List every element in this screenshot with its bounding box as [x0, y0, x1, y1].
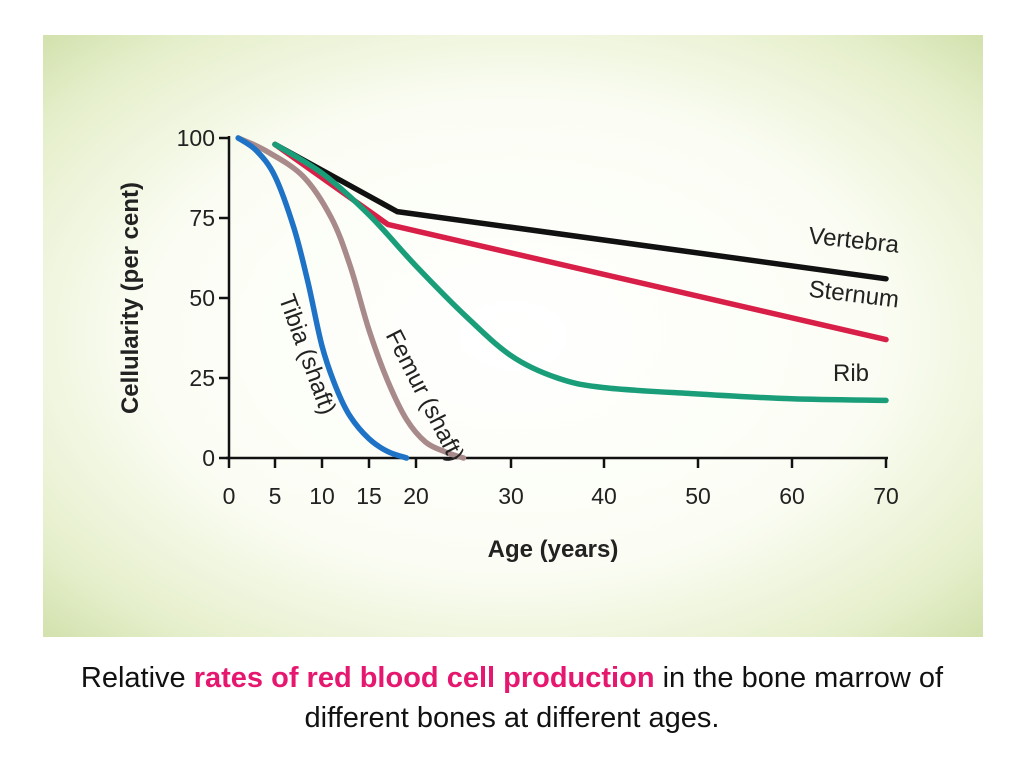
x-tick-label: 5 [269, 483, 282, 509]
x-tick-label: 20 [403, 483, 429, 509]
series-label-rib: Rib [833, 360, 869, 387]
figure-caption: Relative rates of red blood cell product… [40, 658, 984, 738]
y-axis-title: Cellularity (per cent) [117, 182, 144, 414]
chart-panel: 0 25 50 75 100 0 5 10 15 20 30 40 50 60 70 Age (years) C… [43, 35, 983, 637]
series-label-vertebra: Vertebra [807, 222, 901, 258]
x-tick-label: 10 [309, 483, 335, 509]
y-tick-label: 75 [189, 205, 215, 231]
y-tick-label: 25 [189, 365, 215, 391]
series-line-tibia-shaft [235, 135, 410, 461]
x-tick-label: 50 [685, 483, 711, 509]
x-tick-label: 0 [223, 483, 236, 509]
series-line-rib [272, 141, 889, 404]
series-line-femur-shaft [235, 135, 467, 461]
x-tick-label: 70 [873, 483, 899, 509]
y-tick-label: 0 [202, 445, 215, 471]
caption-highlight: rates of red blood cell production [193, 662, 655, 694]
x-tick-label: 30 [498, 483, 524, 509]
x-tick-label: 60 [779, 483, 805, 509]
caption-prefix: Relative [80, 662, 194, 694]
axes: 0 25 50 75 100 0 5 10 15 20 30 40 50 60 70 Age (years) C… [117, 125, 899, 563]
x-tick-label: 15 [356, 483, 382, 509]
x-axis-title: Age (years) [488, 536, 619, 563]
cellularity-chart: 0 25 50 75 100 0 5 10 15 20 30 40 50 60 70 Age (years) C… [117, 125, 901, 563]
series-lines [235, 135, 889, 461]
series-line-sternum [272, 141, 889, 343]
x-tick-label: 40 [591, 483, 617, 509]
y-tick-label: 100 [177, 125, 215, 151]
series-label-tibia-shaft: Tibia (shaft) [273, 291, 341, 418]
y-tick-label: 50 [189, 285, 215, 311]
caption-suffix: in the bone marrow of different bones at… [304, 662, 944, 734]
